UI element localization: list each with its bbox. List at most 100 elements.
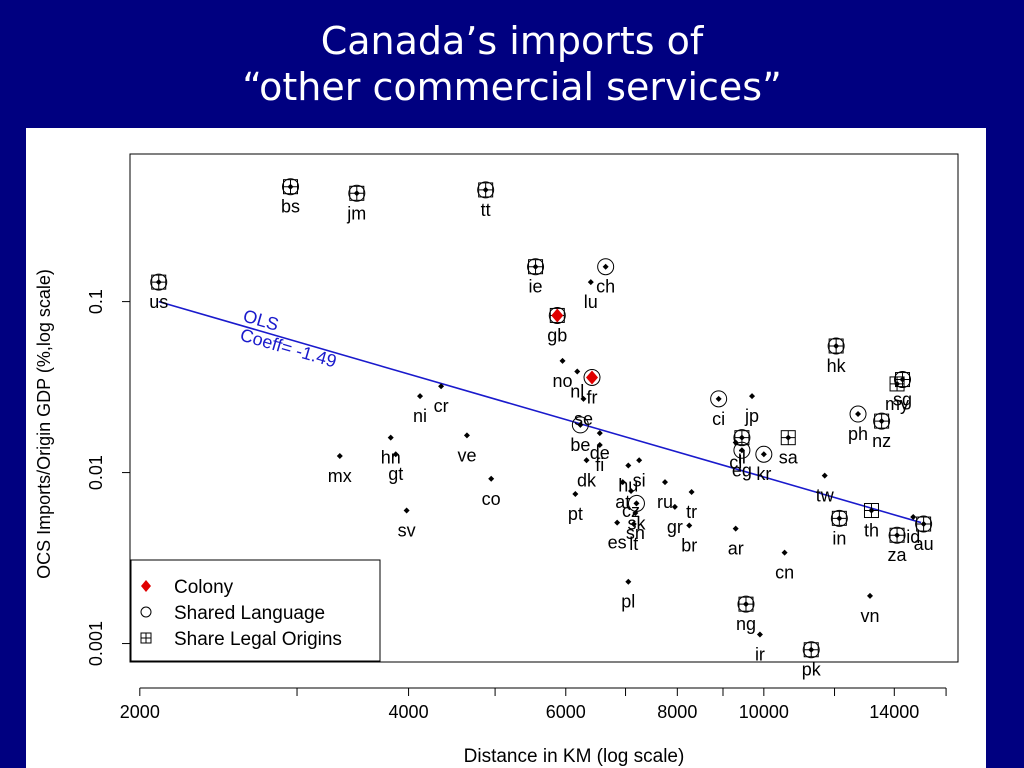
data-point-pk: pk bbox=[802, 641, 822, 680]
point-dot bbox=[785, 434, 792, 441]
point-label: vn bbox=[861, 606, 880, 626]
data-point-nz: nz bbox=[872, 412, 891, 451]
point-label: es bbox=[608, 533, 627, 553]
point-dot bbox=[580, 395, 587, 402]
point-label: us bbox=[149, 292, 168, 312]
data-point-kr: kr bbox=[755, 445, 773, 484]
point-dot bbox=[387, 434, 394, 441]
data-point-bs: bs bbox=[281, 178, 300, 217]
data-point-lt: lt bbox=[629, 521, 638, 554]
point-label: ph bbox=[848, 424, 868, 444]
data-point-be: be bbox=[570, 416, 590, 455]
data-point-ir: ir bbox=[755, 631, 765, 664]
point-label: pt bbox=[568, 504, 583, 524]
point-label: ru bbox=[657, 492, 673, 512]
point-label: pk bbox=[802, 660, 822, 680]
point-label: ci bbox=[712, 409, 725, 429]
data-point-no: no bbox=[553, 357, 573, 391]
data-point-dk: dk bbox=[577, 457, 597, 490]
point-dot bbox=[894, 532, 901, 539]
point-label: ni bbox=[413, 406, 427, 426]
x-tick-label: 14000 bbox=[869, 702, 919, 722]
point-dot bbox=[920, 521, 927, 528]
point-dot bbox=[836, 515, 843, 522]
data-point-jp: jp bbox=[744, 393, 759, 426]
plot-panel: 2000 4000 6000 8000 10000 14000 Distance in KM… bbox=[26, 128, 986, 768]
point-dot bbox=[894, 380, 901, 387]
data-point-lu: lu bbox=[584, 279, 598, 312]
x-tick-label: 2000 bbox=[120, 702, 160, 722]
shared-language-marker bbox=[282, 178, 300, 196]
data-point-gr: gr bbox=[667, 503, 683, 537]
shared-language-marker bbox=[733, 441, 751, 459]
data-point-us: us bbox=[149, 273, 168, 312]
point-label: no bbox=[553, 371, 573, 391]
point-label: ve bbox=[457, 445, 476, 465]
point-label: si bbox=[633, 470, 646, 490]
data-point-th: th bbox=[864, 503, 879, 541]
data-point-ph: ph bbox=[848, 405, 868, 444]
data-point-sk: sk bbox=[627, 494, 646, 533]
data-point-ru: ru bbox=[657, 479, 673, 512]
data-point-sn: sn bbox=[626, 510, 645, 543]
point-label: se bbox=[574, 409, 593, 429]
x-tick-label: 8000 bbox=[657, 702, 697, 722]
data-point-br: br bbox=[681, 522, 697, 556]
data-point-ni: ni bbox=[413, 393, 427, 426]
point-dot bbox=[808, 646, 815, 653]
point-label: cz bbox=[622, 501, 640, 521]
data-point-in: in bbox=[830, 509, 848, 548]
data-point-gt: gt bbox=[388, 451, 403, 484]
point-label: my bbox=[885, 394, 909, 414]
point-label: gr bbox=[667, 517, 683, 537]
legend-entry-red-diamond: Colony bbox=[141, 577, 234, 598]
point-label: fi bbox=[595, 455, 604, 475]
point-dot bbox=[577, 421, 584, 428]
data-point-id: id bbox=[906, 513, 920, 547]
legend-plus-cross bbox=[141, 633, 151, 643]
y-axis-title: OCS Imports/Origin GDP (%,log scale) bbox=[34, 269, 54, 579]
point-dot bbox=[732, 525, 739, 532]
data-point-jm: jm bbox=[346, 184, 366, 223]
point-dot bbox=[749, 393, 756, 400]
point-label: za bbox=[888, 545, 908, 565]
point-dot bbox=[756, 631, 763, 638]
data-point-my: my bbox=[885, 376, 909, 414]
point-label: lu bbox=[584, 292, 598, 312]
point-dot bbox=[899, 376, 906, 383]
point-dot bbox=[417, 393, 424, 400]
point-dot bbox=[559, 357, 566, 364]
shared-language-marker bbox=[348, 184, 366, 202]
point-label: in bbox=[832, 528, 846, 548]
shared-language-marker bbox=[733, 429, 751, 447]
point-dot bbox=[636, 457, 643, 464]
point-label: th bbox=[864, 521, 879, 541]
data-point-tt: tt bbox=[477, 181, 495, 220]
legend-colony-icon bbox=[141, 580, 151, 592]
point-dot bbox=[910, 513, 917, 520]
data-point-tr: tr bbox=[686, 488, 697, 522]
point-label: lt bbox=[629, 534, 638, 554]
point-label: sg bbox=[893, 390, 912, 410]
scatter-chart: 2000 4000 6000 8000 10000 14000 Distance in KM… bbox=[34, 153, 959, 767]
point-label: at bbox=[615, 492, 630, 512]
point-dot bbox=[821, 472, 828, 479]
point-dot bbox=[532, 263, 539, 270]
point-label: ie bbox=[529, 277, 543, 297]
point-label: fr bbox=[587, 387, 598, 407]
point-label: jm bbox=[346, 203, 366, 223]
point-label: au bbox=[914, 534, 934, 554]
legend-entry-open-circle: Shared Language bbox=[140, 603, 325, 624]
point-label: kr bbox=[756, 464, 771, 484]
point-dot bbox=[287, 183, 294, 190]
shared-language-marker bbox=[527, 258, 545, 276]
point-dot bbox=[392, 451, 399, 458]
data-point-cr: cr bbox=[434, 383, 449, 416]
shared-language-marker bbox=[583, 368, 601, 386]
legend-label: Share Legal Origins bbox=[174, 629, 342, 650]
x-tick-label: 6000 bbox=[546, 702, 586, 722]
data-point-si: si bbox=[633, 457, 646, 490]
point-label: nl bbox=[570, 382, 584, 402]
data-point-de: de bbox=[590, 430, 610, 463]
